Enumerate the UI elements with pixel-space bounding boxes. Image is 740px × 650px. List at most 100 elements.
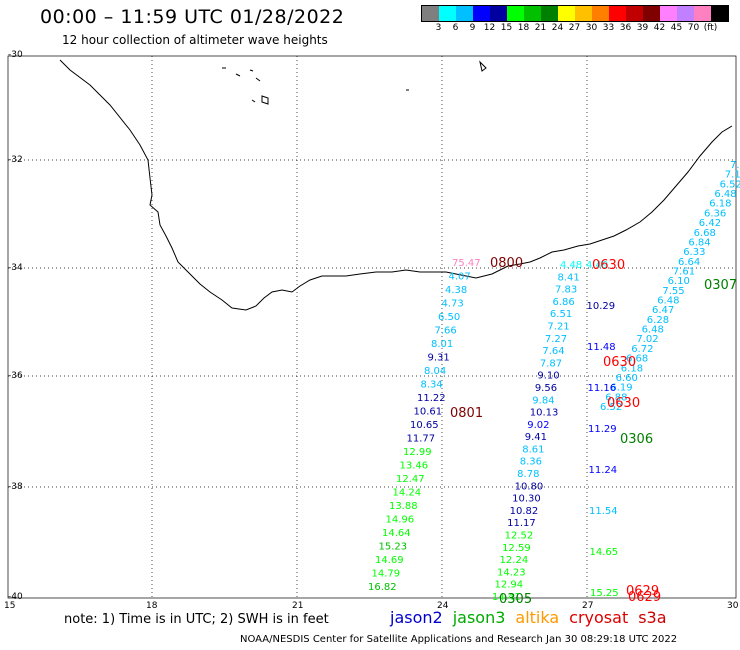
wave-height-value: 6.51 <box>550 309 572 320</box>
legend-cryosat: cryosat <box>569 608 629 627</box>
wave-height-value: 11.17 <box>507 518 536 529</box>
wave-height-value: 10.80 <box>515 481 544 492</box>
color-scale-swatch <box>677 6 694 21</box>
wave-height-value: 6.10 <box>668 276 690 287</box>
satellite-legend: jason2 jason3 altika cryosat s3a <box>390 608 677 627</box>
color-scale-swatch <box>541 6 558 21</box>
wave-height-value: 6.50 <box>438 312 460 323</box>
lat-label: -36 <box>8 371 23 381</box>
wave-height-value: 6.18 <box>621 363 643 374</box>
wave-height-value: 6.18 <box>709 199 731 210</box>
track-time-label: 0630 <box>607 396 640 411</box>
wave-height-value: 11.16 <box>588 383 617 394</box>
map-title: 00:00 – 11:59 UTC 01/28/2022 <box>40 6 345 28</box>
wave-height-value: 6.33 <box>683 247 705 258</box>
wave-height-value: 14.69 <box>375 555 404 566</box>
lon-label: 21 <box>292 601 304 611</box>
wave-height-value: 6.52 <box>720 179 740 190</box>
legend-s3a: s3a <box>638 608 667 627</box>
wave-height-value: 6.52 <box>600 402 622 413</box>
color-scale-swatch <box>456 6 473 21</box>
wave-height-value: 7.64 <box>542 346 564 357</box>
track-time-label: 0800 <box>490 256 523 271</box>
wave-height-value: 6.19 <box>610 383 632 394</box>
wave-height-value: 11.22 <box>417 393 446 404</box>
graticule <box>8 56 736 598</box>
color-scale-swatch <box>643 6 660 21</box>
wave-height-value: 14.65 <box>590 547 619 558</box>
lon-label: 18 <box>146 601 158 611</box>
wave-height-value: 9.10 <box>537 371 559 382</box>
wave-height-value: 6.48 <box>657 296 679 307</box>
wave-height-value: 11.29 <box>588 424 617 435</box>
wave-height-value: 8.78 <box>517 469 539 480</box>
map-frame <box>7 55 737 599</box>
wave-height-value: 7.87 <box>540 358 562 369</box>
wave-height-value: 7.61 <box>673 266 695 277</box>
wave-height-value: 7.1 <box>725 170 740 181</box>
wave-height-value: 6.36 <box>704 208 726 219</box>
legend-jason2: jason2 <box>390 608 443 627</box>
wave-height-value: 10.82 <box>510 506 539 517</box>
color-scale-swatch <box>626 6 643 21</box>
wave-height-value: 6.48 <box>642 325 664 336</box>
color-scale-label: 33 <box>602 23 615 33</box>
wave-height-value: 4.49 <box>586 260 608 271</box>
wave-height-value: 8.41 <box>557 272 579 283</box>
color-scale-swatch <box>422 6 439 21</box>
track-time-label: 0305 <box>499 592 532 607</box>
wave-height-value: 7.21 <box>547 321 569 332</box>
wave-height-value: 9.31 <box>428 353 450 364</box>
track-time-label: 0630 <box>592 258 625 273</box>
footer-credit: NOAA/NESDIS Center for Satellite Applica… <box>240 634 678 645</box>
legend-altika: altika <box>515 608 560 627</box>
track-time-label: 0629 <box>628 590 661 605</box>
wave-height-value: 12.47 <box>396 474 425 485</box>
wave-height-value: 12.59 <box>502 543 531 554</box>
lon-label: 27 <box>582 601 594 611</box>
wave-height-value: 14.24 <box>393 488 422 499</box>
color-scale-swatch <box>592 6 609 21</box>
wave-height-value: 10.30 <box>512 494 541 505</box>
wave-height-value: 9.02 <box>527 420 549 431</box>
color-scale-label: 24 <box>551 23 564 33</box>
wave-height-value: 10.29 <box>587 301 616 312</box>
wave-height-value: 6.28 <box>647 315 669 326</box>
wave-height-value: 6.68 <box>626 354 648 365</box>
lat-label: -40 <box>8 592 23 602</box>
color-scale-label: 21 <box>534 23 547 33</box>
legend-jason3: jason3 <box>452 608 506 627</box>
color-scale-swatch <box>694 6 711 21</box>
color-scale-label: 70 <box>687 23 700 33</box>
wave-height-value: 6.72 <box>631 344 653 355</box>
color-scale-label: 18 <box>517 23 530 33</box>
wave-height-value: 9.56 <box>535 383 557 394</box>
wave-height-value: 8.36 <box>520 457 542 468</box>
color-scale-bar <box>421 5 729 22</box>
wave-height-value: 6.48 <box>714 189 736 200</box>
wave-height-value: 11.48 <box>587 342 616 353</box>
wave-height-value: 8.04 <box>424 366 446 377</box>
color-scale-label: 30 <box>585 23 598 33</box>
wave-height-value: 6.86 <box>552 297 574 308</box>
wave-height-value: 9.84 <box>532 395 554 406</box>
wave-height-value: 9.41 <box>525 432 547 443</box>
color-scale-label: 45 <box>670 23 683 33</box>
color-scale-label: 42 <box>653 23 666 33</box>
wave-height-value: 6.68 <box>694 228 716 239</box>
wave-height-value: 7.83 <box>555 285 577 296</box>
track-time-label: 0307 <box>704 278 737 293</box>
color-scale-label: 9 <box>469 23 476 33</box>
wave-height-value: 8.61 <box>522 444 544 455</box>
wave-height-value: 6.64 <box>678 257 700 268</box>
lat-label: -34 <box>8 263 23 273</box>
track-time-label: 0801 <box>450 406 483 421</box>
wave-height-value: 6.88 <box>605 392 627 403</box>
coastline-islands <box>222 60 487 105</box>
wave-height-value: 7.8 <box>730 160 740 171</box>
color-scale-swatch <box>490 6 507 21</box>
wave-height-value: 11.77 <box>407 434 436 445</box>
wave-height-value: 12.99 <box>403 447 432 458</box>
wave-height-value: 6.42 <box>699 218 721 229</box>
footer-note: note: 1) Time is in UTC; 2) SWH is in fe… <box>64 612 329 627</box>
